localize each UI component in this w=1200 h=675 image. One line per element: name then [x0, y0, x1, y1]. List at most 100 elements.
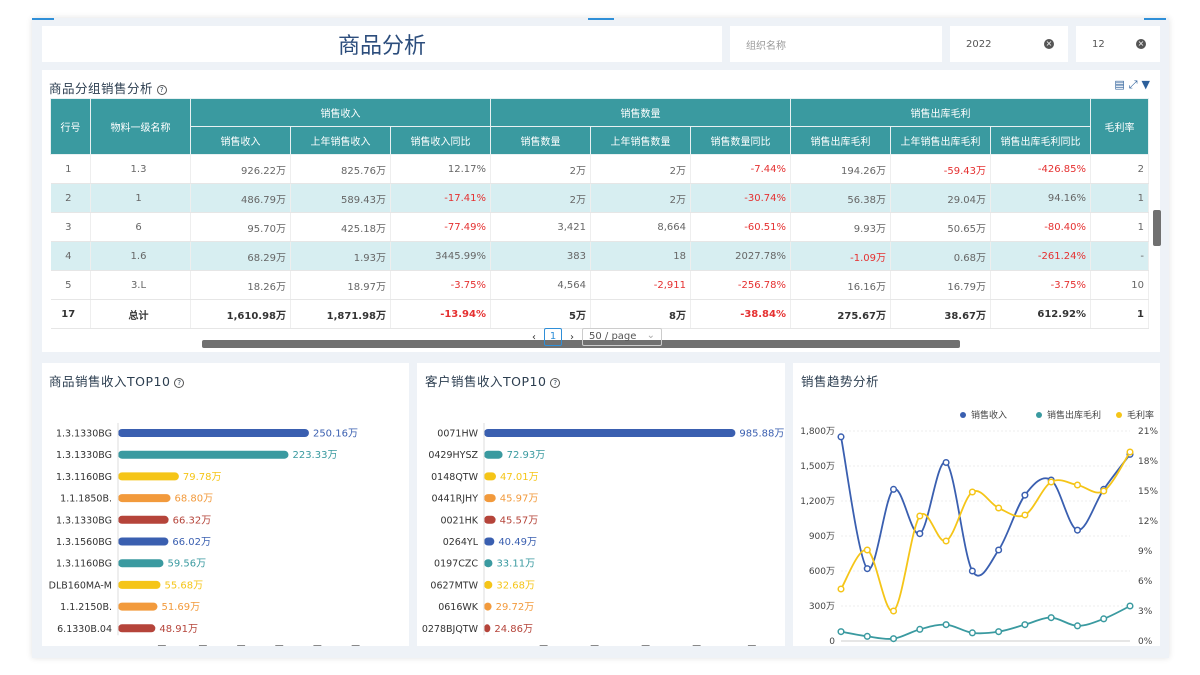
data-point[interactable] [995, 546, 1003, 554]
bar[interactable] [484, 450, 503, 459]
org-filter[interactable]: 组织名称 [730, 26, 942, 62]
month-filter-value: 12 [1092, 38, 1105, 50]
prev-page-icon[interactable]: ‹ [532, 331, 536, 343]
bar[interactable] [118, 559, 164, 568]
bar[interactable] [118, 472, 179, 481]
bar[interactable] [484, 580, 493, 589]
bar[interactable] [118, 602, 158, 611]
list-icon[interactable]: ▤ [1114, 78, 1125, 91]
bar[interactable] [118, 515, 169, 524]
table-row[interactable]: 3 6 95.70万 425.18万 -77.49% 3,421 8,664 -60.51% 9… [50, 212, 1149, 242]
data-point[interactable] [1100, 487, 1108, 495]
data-point[interactable] [889, 485, 898, 493]
table-row[interactable]: 4 1.6 68.29万 1.93万 3445.99% 383 18 2027.78% -1.0… [50, 241, 1149, 271]
table-row[interactable]: 5 3.L 18.26万 18.97万 -3.75% 4,564 -2,911 -256.78… [50, 270, 1149, 300]
clear-icon[interactable]: × [1136, 39, 1146, 49]
data-point[interactable] [863, 565, 871, 573]
bar[interactable] [118, 624, 156, 633]
table-row[interactable]: 1 1.3 926.22万 825.76万 12.17% 2万 2万 -7.44% 194.26… [50, 154, 1149, 184]
data-point[interactable] [1021, 621, 1029, 629]
data-point[interactable] [1073, 526, 1082, 534]
help-icon[interactable]: ? [157, 85, 168, 95]
bar[interactable] [484, 602, 492, 611]
bar[interactable] [118, 537, 169, 546]
data-point[interactable] [1021, 511, 1029, 519]
bar[interactable] [118, 450, 289, 459]
table-cell: 0.68万 [890, 241, 991, 271]
col-header[interactable]: 上年销售收入 [290, 126, 391, 155]
data-point[interactable] [968, 488, 976, 496]
category-label: 0148QTW [431, 472, 478, 483]
dashboard-frame: 商品分析 组织名称 2022 × 12 × 商品分组销售分析? ▤ ⤢ ▼ 行号… [32, 18, 1169, 658]
month-filter[interactable]: 12 × [1076, 26, 1160, 62]
col-header[interactable]: 行号 [50, 98, 91, 155]
data-label: 72.93万 [507, 450, 546, 461]
data-point[interactable] [916, 512, 924, 520]
bar[interactable] [484, 472, 496, 481]
col-header[interactable]: 毛利率 [1090, 98, 1149, 155]
col-header[interactable]: 物料一级名称 [90, 98, 191, 155]
bar[interactable] [484, 537, 495, 546]
legend-label[interactable]: 销售出库毛利 [1047, 409, 1101, 421]
bar[interactable] [118, 580, 161, 589]
data-point[interactable] [942, 537, 950, 545]
col-header[interactable]: 上年销售出库毛利 [890, 126, 991, 155]
bar[interactable] [484, 515, 496, 524]
data-point[interactable] [1126, 602, 1134, 610]
data-point[interactable] [1073, 481, 1082, 489]
data-point[interactable] [1047, 478, 1055, 486]
data-point[interactable] [916, 530, 924, 538]
data-point[interactable] [1126, 448, 1134, 456]
data-point[interactable] [995, 628, 1003, 636]
data-point[interactable] [995, 504, 1003, 512]
vertical-scrollbar[interactable] [1153, 210, 1161, 246]
expand-icon[interactable]: ⤢ [1128, 78, 1138, 91]
data-point[interactable] [942, 458, 950, 467]
table-row[interactable]: 2 1 486.79万 589.43万 -17.41% 2万 2万 -30.74% 56.38万… [50, 183, 1149, 213]
total-row[interactable]: 17 总计 1,610.98万 1,871.98万 -13.94% 5万 8万 -38.84%… [50, 299, 1149, 329]
data-point[interactable] [1100, 615, 1108, 623]
data-point[interactable] [889, 607, 898, 615]
col-header[interactable]: 销售出库毛利 [790, 126, 891, 155]
data-point[interactable] [968, 567, 976, 575]
bar[interactable] [484, 559, 493, 568]
tick-label: 1,200万 [800, 497, 835, 507]
col-header[interactable]: 销售出库毛利同比 [990, 126, 1091, 155]
data-point[interactable] [916, 625, 924, 633]
bar[interactable] [484, 624, 491, 633]
data-point[interactable] [837, 585, 845, 593]
data-point[interactable] [863, 632, 871, 640]
data-point[interactable] [1073, 622, 1082, 630]
data-point[interactable] [1047, 614, 1055, 622]
data-point[interactable] [889, 635, 898, 643]
clear-icon[interactable]: × [1044, 39, 1054, 49]
help-icon[interactable]: ? [174, 378, 185, 388]
data-point[interactable] [1021, 491, 1029, 499]
col-header[interactable]: 销售收入同比 [390, 126, 491, 155]
next-page-icon[interactable]: › [570, 331, 574, 343]
page-size-select[interactable]: 50 / page ⌄ [582, 328, 662, 346]
filter-icon[interactable]: ▼ [1141, 78, 1150, 91]
table-cell: 926.22万 [190, 154, 291, 184]
year-filter[interactable]: 2022 × [950, 26, 1068, 62]
table-cell: 612.92% [990, 299, 1091, 329]
col-header[interactable]: 销售收入 [190, 126, 291, 155]
col-header[interactable]: 销售数量同比 [690, 126, 791, 155]
data-point[interactable] [837, 628, 845, 636]
bar[interactable] [118, 494, 171, 503]
bar[interactable] [118, 429, 309, 437]
legend-label[interactable]: 毛利率 [1127, 409, 1154, 421]
bar[interactable] [484, 494, 496, 503]
legend-label[interactable]: 销售收入 [971, 409, 1007, 421]
bar[interactable] [484, 429, 736, 437]
legend-marker [1036, 412, 1042, 418]
data-point[interactable] [837, 433, 845, 441]
col-header[interactable]: 上年销售数量 [590, 126, 691, 155]
data-point[interactable] [863, 546, 871, 554]
data-point[interactable] [942, 621, 950, 629]
help-icon[interactable]: ? [550, 378, 561, 388]
horizontal-scrollbar[interactable] [202, 340, 960, 348]
col-header[interactable]: 销售数量 [490, 126, 591, 155]
current-page[interactable]: 1 [544, 328, 562, 346]
data-point[interactable] [968, 629, 976, 637]
